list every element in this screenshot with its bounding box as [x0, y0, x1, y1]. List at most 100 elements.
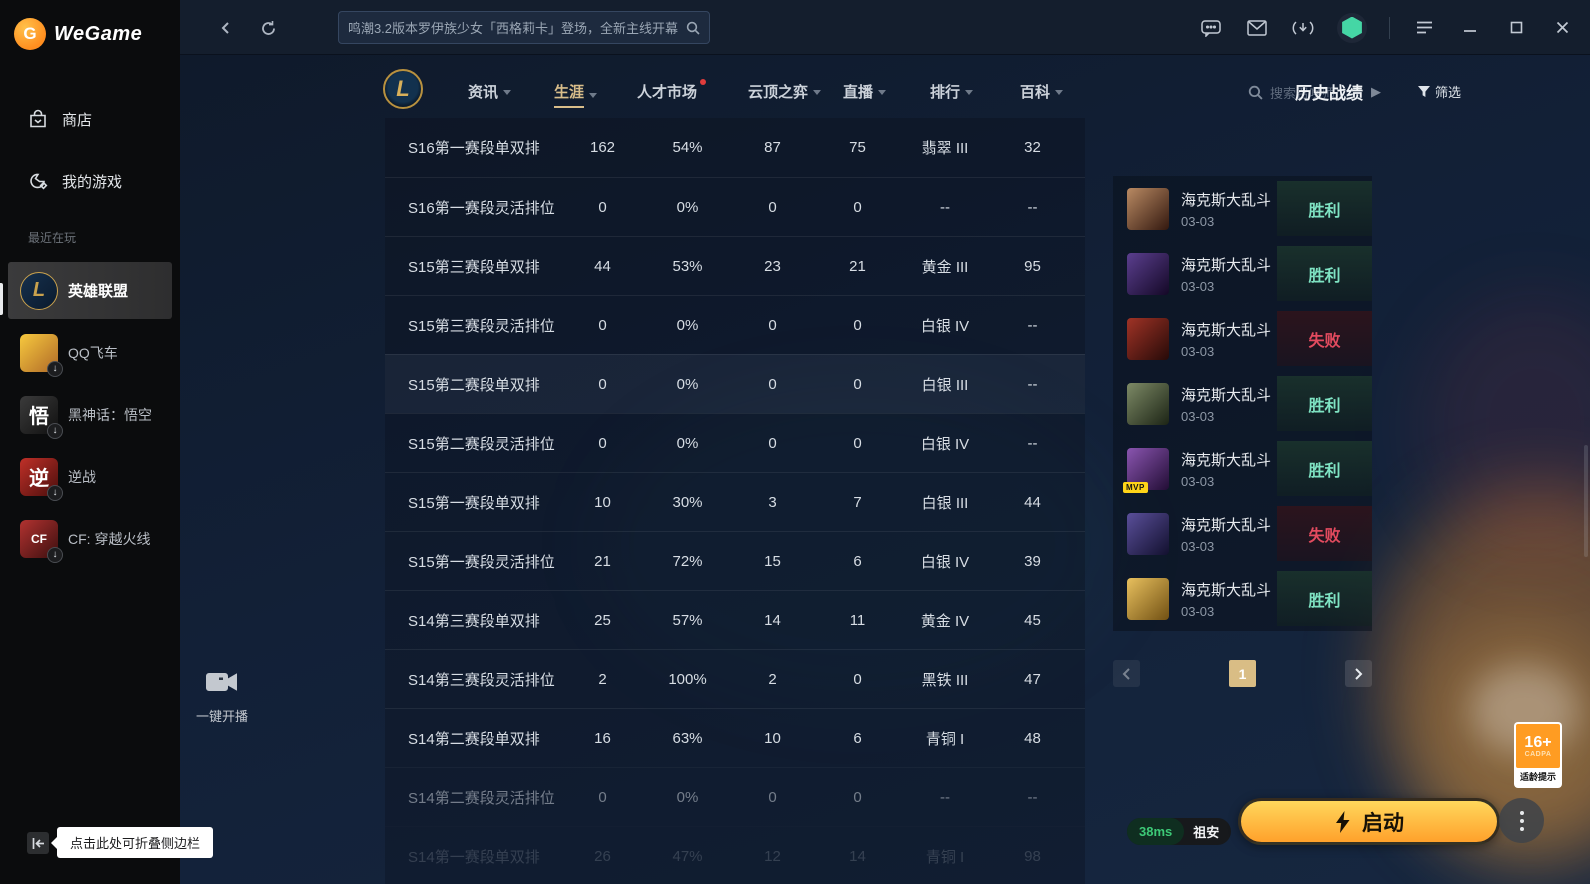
cell-rank: 白银 IV: [920, 553, 970, 571]
cell-win-rate: 0%: [676, 198, 699, 216]
sidebar-game-item[interactable]: ↓ QQ飞车: [8, 324, 172, 381]
match-history-item[interactable]: 海克斯大乱斗 03-03 失败: [1113, 306, 1372, 371]
career-table-row[interactable]: S15第二赛段单双排 0 0% 0 0 白银 III --: [385, 354, 1085, 413]
sidebar-game-item[interactable]: CF ↓ CF: 穿越火线: [8, 510, 172, 567]
refresh-button[interactable]: [254, 14, 282, 42]
match-mode: 海克斯大乱斗: [1181, 451, 1272, 469]
brand-name: WeGame: [54, 22, 143, 45]
download-badge-icon: ↓: [47, 422, 63, 439]
cell-games: 0: [598, 316, 607, 334]
cell-games: 0: [598, 375, 607, 393]
cell-wins: 0: [768, 198, 777, 216]
tab-直播[interactable]: 直播: [843, 81, 887, 102]
user-avatar[interactable]: [1337, 12, 1367, 43]
match-date: 03-03: [1181, 343, 1215, 359]
cell-points: 44: [1024, 493, 1041, 511]
career-table-row[interactable]: S14第三赛段灵活排位 2 100% 2 0 黑铁 III 47: [385, 649, 1085, 708]
cell-win-rate: 72%: [672, 552, 703, 570]
match-history-item[interactable]: 海克斯大乱斗 03-03 胜利: [1113, 566, 1372, 631]
main-menu-button[interactable]: [1412, 16, 1436, 40]
season-name: S14第二赛段灵活排位: [408, 789, 555, 807]
cell-wins: 14: [764, 611, 781, 629]
launch-game-button[interactable]: 启动: [1238, 798, 1500, 845]
close-icon: [1556, 21, 1568, 34]
match-history-item[interactable]: 海克斯大乱斗 03-03 失败: [1113, 501, 1372, 566]
match-history-item[interactable]: MVP 海克斯大乱斗 03-03 胜利: [1113, 436, 1372, 501]
career-table-row[interactable]: S15第二赛段灵活排位 0 0% 0 0 白银 IV --: [385, 413, 1085, 472]
chat-button[interactable]: [1199, 16, 1223, 40]
cell-rank: 白银 III: [921, 494, 969, 512]
cell-losses: 14: [849, 847, 866, 865]
wegame-logo[interactable]: G WeGame: [14, 18, 142, 50]
cell-losses: 0: [853, 316, 862, 334]
champion-avatar: [1127, 317, 1169, 360]
download-badge-icon: ↓: [47, 546, 63, 563]
career-table-row[interactable]: S14第二赛段灵活排位 0 0% 0 0 -- --: [385, 767, 1085, 826]
ping-indicator[interactable]: 38ms 祖安: [1127, 818, 1232, 845]
cell-losses: 0: [853, 434, 862, 452]
global-search-box[interactable]: 鸣潮3.2版本罗伊族少女「西格莉卡」登场，全新主线开幕: [338, 11, 710, 44]
cell-games: 0: [598, 434, 607, 452]
tab-云顶之弈[interactable]: 云顶之弈: [748, 81, 822, 102]
sidebar-game-item[interactable]: 逆 ↓ 逆战: [8, 448, 172, 505]
sidebar-game-item[interactable]: 悟 ↓ 黑神话：悟空: [8, 386, 172, 443]
menu-icon: [1416, 21, 1432, 34]
collapse-sidebar-button[interactable]: [27, 832, 49, 854]
sidebar-item-my-games[interactable]: 我的游戏: [0, 159, 180, 203]
career-table-row[interactable]: S15第三赛段灵活排位 0 0% 0 0 白银 IV --: [385, 295, 1085, 354]
career-table-row[interactable]: S14第二赛段单双排 16 63% 10 6 青铜 I 48: [385, 708, 1085, 767]
history-title[interactable]: 历史战绩 ▶: [1295, 79, 1381, 104]
page-prev-button[interactable]: [1113, 660, 1140, 687]
champion-avatar: MVP: [1123, 447, 1169, 493]
back-button[interactable]: [212, 14, 240, 42]
match-date: 03-03: [1181, 603, 1215, 619]
cell-losses: 21: [849, 257, 866, 275]
sidebar-item-label: 我的游戏: [62, 173, 123, 191]
sidebar-game-selected[interactable]: L 英雄联盟: [8, 262, 172, 319]
close-button[interactable]: [1550, 16, 1574, 40]
career-table-row[interactable]: S15第一赛段单双排 10 30% 3 7 白银 III 44: [385, 472, 1085, 531]
summoner-search[interactable]: 搜索召唤师: [1248, 83, 1335, 102]
cell-points: 39: [1024, 552, 1041, 570]
career-table-row[interactable]: S16第一赛段单双排 162 54% 87 75 翡翠 III 32: [385, 118, 1085, 177]
season-name: S14第二赛段单双排: [408, 730, 540, 748]
lol-logo-icon[interactable]: L: [383, 69, 423, 109]
sidebar-item-store[interactable]: 商店: [0, 97, 180, 141]
one-key-stream-button[interactable]: 一键开播: [192, 670, 252, 725]
career-table-row[interactable]: S15第三赛段单双排 44 53% 23 21 黄金 III 95: [385, 236, 1085, 295]
tab-资讯[interactable]: 资讯: [468, 81, 512, 102]
cell-points: --: [1027, 316, 1038, 334]
tab-排行[interactable]: 排行: [930, 81, 974, 102]
mail-button[interactable]: [1245, 16, 1269, 40]
page-number-current[interactable]: 1: [1229, 660, 1256, 687]
tab-生涯[interactable]: 生涯: [554, 81, 598, 108]
tab-人才市场[interactable]: 人才市场: [637, 79, 707, 102]
cell-losses: 6: [853, 552, 862, 570]
page-next-button[interactable]: [1345, 660, 1372, 687]
match-history-item[interactable]: 海克斯大乱斗 03-03 胜利: [1113, 176, 1372, 241]
cell-losses: 0: [853, 375, 862, 393]
more-options-button[interactable]: [1499, 798, 1544, 843]
age-rating-number: 16+: [1524, 734, 1552, 751]
match-result-badge: 失败: [1277, 311, 1372, 366]
career-table-row[interactable]: S15第一赛段灵活排位 21 72% 15 6 白银 IV 39: [385, 531, 1085, 590]
match-history-item[interactable]: 海克斯大乱斗 03-03 胜利: [1113, 241, 1372, 306]
cell-win-rate: 54%: [672, 139, 703, 156]
minimize-button[interactable]: [1458, 16, 1482, 40]
champion-avatar: [1127, 187, 1169, 230]
cell-points: 98: [1024, 847, 1041, 865]
season-name: S15第一赛段灵活排位: [408, 553, 555, 571]
career-table-row[interactable]: S14第三赛段单双排 25 57% 14 11 黄金 IV 45: [385, 590, 1085, 649]
career-table-row[interactable]: S14第一赛段单双排 26 47% 12 14 青铜 I 98: [385, 826, 1085, 884]
chevron-right-icon: [1355, 667, 1363, 680]
maximize-button[interactable]: [1504, 16, 1528, 40]
game-name: 黑神话：悟空: [68, 406, 152, 423]
cell-games: 10: [594, 493, 611, 511]
filter-button[interactable]: 筛选: [1418, 82, 1461, 101]
career-table-row[interactable]: S16第一赛段灵活排位 0 0% 0 0 -- --: [385, 177, 1085, 236]
scrollbar-thumb[interactable]: [1584, 445, 1588, 557]
tab-百科[interactable]: 百科: [1020, 81, 1064, 102]
match-history-item[interactable]: 海克斯大乱斗 03-03 胜利: [1113, 371, 1372, 436]
download-manager-button[interactable]: [1291, 16, 1315, 40]
age-rating-badge[interactable]: 16+ CADPA 适龄提示: [1514, 722, 1562, 788]
